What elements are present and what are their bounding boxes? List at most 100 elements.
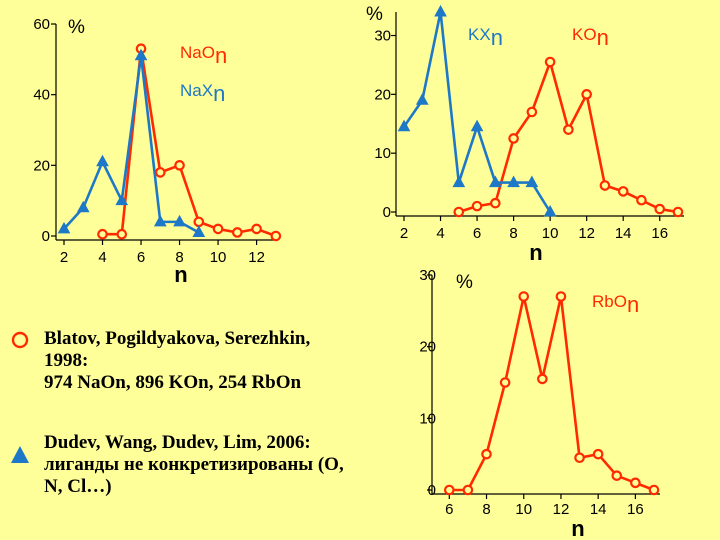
data-point xyxy=(270,230,282,242)
y-tick-label: 30 xyxy=(374,28,391,45)
data-point xyxy=(232,227,243,238)
y-tick-label: 60 xyxy=(33,16,50,33)
data-point xyxy=(537,373,548,385)
series-kxn xyxy=(397,4,557,217)
data-point xyxy=(611,470,623,481)
reference-blatov: Blatov, Pogildyakova, Serezhkin, 1998: 9… xyxy=(44,328,414,394)
data-point xyxy=(174,160,185,171)
reference-dudev-line2: лиганды не конкретизированы (O, xyxy=(44,454,344,475)
y-tick-label: 0 xyxy=(383,204,391,221)
data-point xyxy=(617,186,629,197)
data-point xyxy=(96,154,109,167)
data-point xyxy=(192,225,206,237)
data-point xyxy=(672,206,684,218)
y-tick-label: 20 xyxy=(374,86,391,103)
y-tick-label: 20 xyxy=(33,157,50,174)
data-point xyxy=(97,228,108,240)
data-point xyxy=(654,203,666,215)
data-point xyxy=(134,48,148,61)
series-kon xyxy=(453,56,684,218)
y-tick-label: 0 xyxy=(428,482,436,499)
data-point xyxy=(563,124,574,135)
x-tick-label: 2 xyxy=(60,249,68,266)
data-point xyxy=(507,175,520,188)
data-point xyxy=(115,193,129,206)
reference-dudev: Dudev, Wang, Dudev, Lim, 2006: лиганды н… xyxy=(44,432,414,498)
y-tick-label: 10 xyxy=(419,410,436,427)
x-tick-label: 16 xyxy=(627,501,644,518)
data-point xyxy=(471,200,483,212)
series-line-rbon xyxy=(449,295,655,492)
series-naxn xyxy=(57,48,206,237)
x-tick-label: 10 xyxy=(542,225,559,242)
x-tick-label: 14 xyxy=(615,225,632,242)
data-point xyxy=(57,221,71,234)
data-point xyxy=(574,452,585,464)
reference-blatov-line2: 1998: xyxy=(44,350,89,371)
data-point xyxy=(599,180,611,191)
x-tick-label: 14 xyxy=(590,501,607,518)
series-rbon xyxy=(444,291,660,496)
legend-label-kon: KOn xyxy=(572,25,609,50)
x-axis-label: n xyxy=(529,240,542,265)
x-tick-label: 16 xyxy=(651,225,668,242)
data-point xyxy=(444,484,455,496)
x-tick-label: 12 xyxy=(553,501,570,518)
x-tick-label: 8 xyxy=(175,249,183,266)
reference-dudev-line1: Dudev, Wang, Dudev, Lim, 2006: xyxy=(44,432,311,453)
series-line-naon xyxy=(102,47,277,238)
reference-triangle-marker xyxy=(11,446,29,463)
series-line-kon xyxy=(458,60,679,214)
data-point xyxy=(525,175,539,188)
data-point xyxy=(453,206,465,218)
reference-dudev-line3: N, Cl…) xyxy=(44,476,112,497)
y-tick-label: 10 xyxy=(374,145,391,162)
legend-label-naon: NaOn xyxy=(180,43,227,68)
data-point xyxy=(648,484,660,496)
x-tick-label: 6 xyxy=(445,501,453,518)
data-point xyxy=(173,214,186,227)
x-axis-label: n xyxy=(174,262,187,287)
x-tick-label: 6 xyxy=(137,249,145,266)
data-point xyxy=(397,119,411,132)
chart-naon-naxn: 0 20 40 60 2 4 6 8 10 12% n NaOn NaXn xyxy=(33,16,282,287)
chart-kon-kxn: 0 10 20 30 2 4 6 8 10 12 14 16% n KXn KOn xyxy=(366,4,684,265)
data-point xyxy=(251,223,262,235)
data-point xyxy=(153,214,167,227)
data-point xyxy=(499,377,511,388)
series-naon xyxy=(97,43,282,242)
y-tick-label: 40 xyxy=(33,87,50,104)
data-point xyxy=(518,291,530,302)
data-point xyxy=(508,133,519,144)
legend-label-naxn: NaXn xyxy=(180,81,225,106)
data-point xyxy=(76,200,90,213)
x-tick-label: 2 xyxy=(400,225,408,242)
legend-label-rbon: RbOn xyxy=(592,292,639,317)
x-tick-label: 4 xyxy=(98,249,106,266)
y-tick-label: 30 xyxy=(419,267,436,284)
reference-markers xyxy=(11,331,29,463)
reference-blatov-line1: Blatov, Pogildyakova, Serezhkin, xyxy=(44,328,311,349)
y-tick-label: 0 xyxy=(42,228,50,245)
reference-blatov-line3: 974 NaOn, 896 KOn, 254 RbOn xyxy=(44,372,302,393)
data-point xyxy=(581,89,592,100)
legend-label-kxn: KXn xyxy=(468,25,503,50)
data-point xyxy=(636,194,647,206)
data-point xyxy=(212,223,224,235)
data-point xyxy=(526,106,538,118)
x-tick-label: 10 xyxy=(515,501,532,518)
data-point xyxy=(555,291,567,302)
x-tick-label: 12 xyxy=(578,225,595,242)
data-point xyxy=(488,175,502,188)
x-tick-label: 8 xyxy=(509,225,517,242)
x-tick-label: 10 xyxy=(210,249,227,266)
data-point xyxy=(543,204,557,217)
data-point xyxy=(193,216,205,228)
x-tick-label: 4 xyxy=(436,225,444,242)
data-point xyxy=(592,448,604,460)
reference-circle-marker xyxy=(11,331,29,349)
x-tick-label: 6 xyxy=(473,225,481,242)
data-point xyxy=(154,167,166,178)
data-point xyxy=(452,175,466,188)
